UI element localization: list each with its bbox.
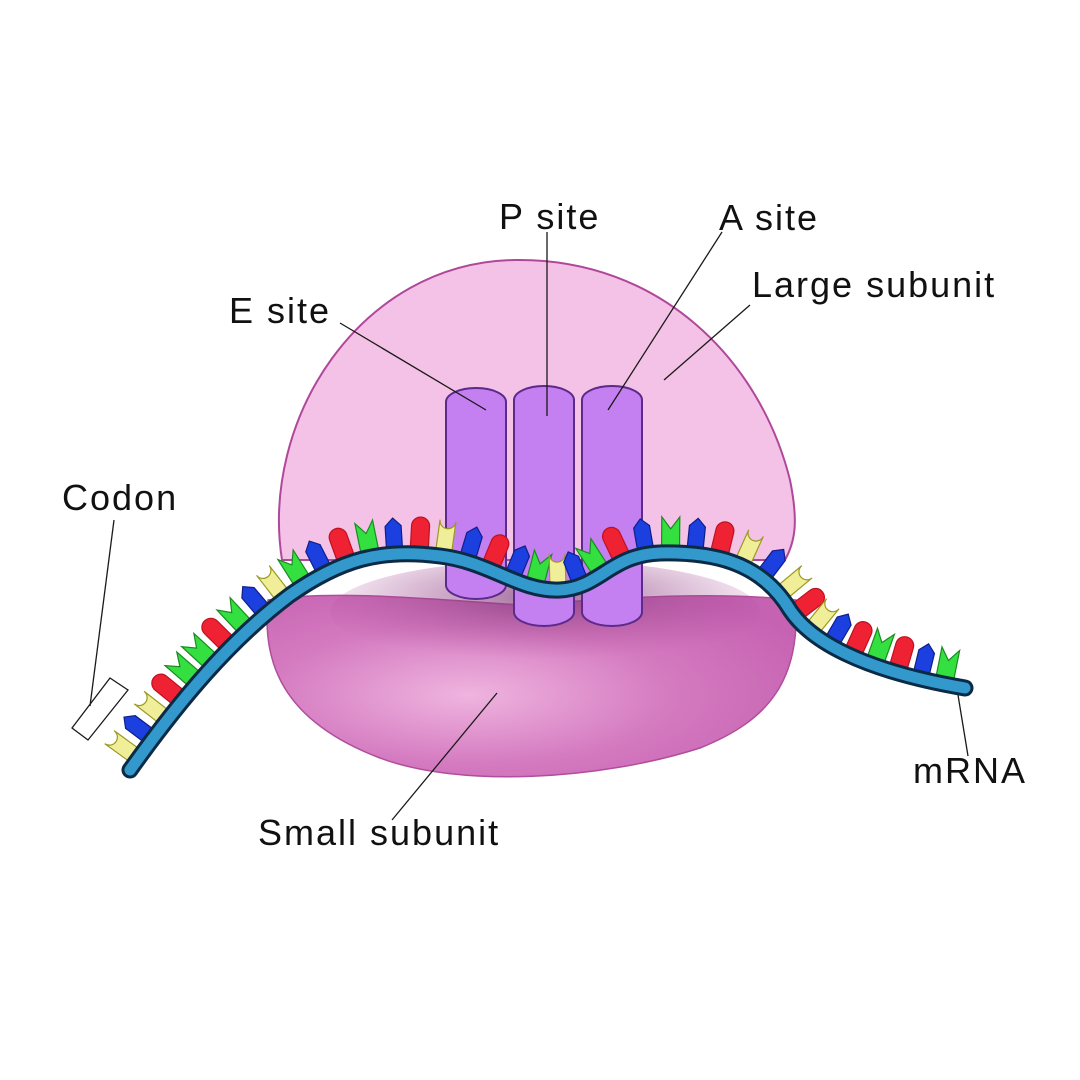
p-site-label: P site [499,196,600,237]
a-site-label: A site [719,197,819,238]
small-subunit-label: Small subunit [258,812,500,853]
nucleotide-base [889,636,915,671]
nucleotide-base [482,534,510,569]
nucleotide-base [133,690,169,724]
e-site-label: E site [229,290,331,331]
nucleotide-base [777,565,813,598]
nucleotide-base [409,516,431,550]
nucleotide-base [602,526,630,561]
nucleotide-base [844,621,873,656]
large-subunit-label: Large subunit [752,264,996,305]
nucleotide-base [710,521,735,556]
mrna-strand [121,544,974,779]
nucleotide-base [735,529,764,565]
nucleotide-base [806,598,840,633]
codon-bracket [71,677,129,741]
nucleotide-base [256,565,289,600]
nucleotide-base [328,527,355,562]
nucleotide-base [548,553,567,585]
codon-label: Codon [62,477,178,518]
leader-lines [89,231,969,821]
nucleotide-base [104,730,140,763]
nucleotide-base [435,519,457,553]
mrna-label: mRNA [913,750,1027,791]
